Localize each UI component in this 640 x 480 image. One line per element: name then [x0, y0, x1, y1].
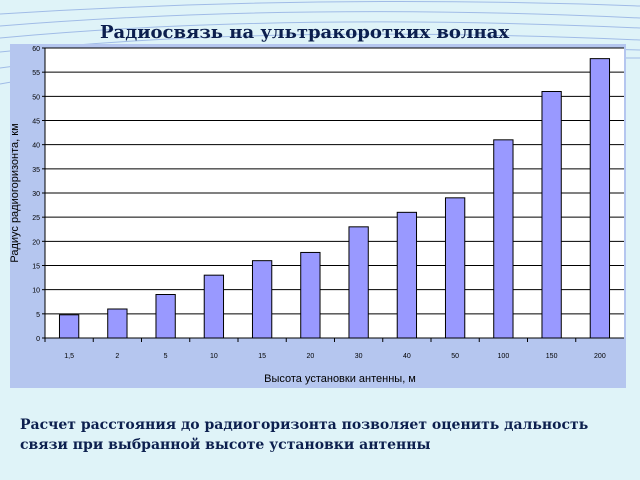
- x-tick-labels: 1,5 2 5 10 15 20 30 40 50 100 150 200: [44, 338, 606, 360]
- y-tick-label: 15: [32, 264, 40, 271]
- y-tick-label: 45: [32, 119, 40, 126]
- bars: [58, 58, 611, 339]
- grid-lines: [42, 47, 624, 339]
- y-tick-labels: 0 5 10 15 20 25 30 35 40 45 50 55 60: [32, 46, 40, 343]
- bar: [58, 314, 80, 339]
- bar: [300, 251, 321, 339]
- x-axis-label: Высота установки антенны, м: [264, 373, 416, 385]
- x-tick-label: 30: [355, 353, 363, 360]
- y-tick-label: 40: [32, 143, 40, 150]
- y-tick-label: 35: [32, 167, 40, 174]
- y-tick-label: 60: [32, 46, 40, 53]
- y-tick-label: 0: [36, 336, 40, 343]
- bar: [493, 139, 514, 339]
- bar: [251, 260, 273, 339]
- y-tick-label: 5: [36, 312, 40, 319]
- chart-frame: 0 5 10 15 20 25 30 35 40 45 50 55 60 1,5 2 5 10 15 20 30 40…: [10, 44, 626, 388]
- bar: [107, 308, 128, 339]
- x-tick-label: 5: [164, 353, 168, 360]
- y-tick-label: 30: [32, 191, 40, 198]
- y-tick-label: 25: [32, 215, 40, 222]
- bar: [589, 58, 611, 339]
- x-tick-label: 50: [451, 353, 459, 360]
- x-tick-label: 1,5: [64, 353, 74, 360]
- bar: [348, 226, 369, 339]
- y-tick-label: 10: [32, 288, 40, 295]
- y-tick-label: 55: [32, 70, 40, 77]
- x-tick-label: 10: [210, 353, 218, 360]
- x-tick-label: 20: [306, 353, 314, 360]
- slide-title: Радиосвязь на ультракоротких волнах: [100, 22, 510, 43]
- bar: [396, 211, 418, 339]
- y-axis-label: Радиус радиогоризонта, км: [10, 123, 21, 262]
- y-tick-label: 20: [32, 239, 40, 246]
- x-tick-label: 200: [594, 353, 606, 360]
- slide-caption: Расчет расстояния до радиогоризонта позв…: [20, 417, 589, 453]
- bar: [541, 91, 562, 339]
- bar: [203, 274, 225, 339]
- x-tick-label: 40: [403, 353, 411, 360]
- x-tick-label: 150: [546, 353, 558, 360]
- x-tick-label: 2: [115, 353, 119, 360]
- bar: [444, 197, 466, 339]
- x-tick-label: 15: [258, 353, 266, 360]
- bar: [155, 294, 176, 339]
- y-tick-label: 50: [32, 94, 40, 101]
- x-tick-label: 100: [498, 353, 510, 360]
